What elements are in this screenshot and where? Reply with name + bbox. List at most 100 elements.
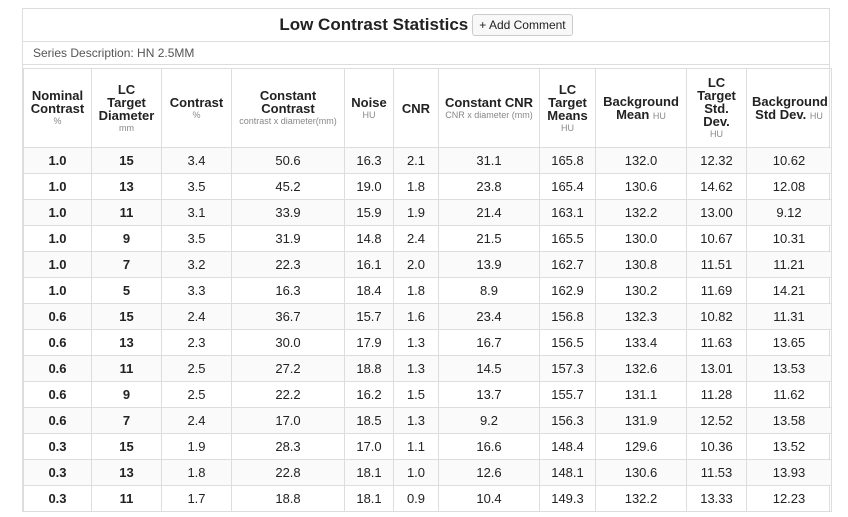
table-cell: 10.36	[686, 433, 747, 460]
column-label: Background Mean	[603, 93, 679, 122]
table-cell: 130.6	[595, 173, 687, 200]
column-label: CNR	[401, 100, 431, 116]
table-cell: 165.5	[539, 225, 596, 252]
table-cell: 12.32	[686, 147, 747, 174]
table-cell: 1.7	[161, 485, 232, 512]
table-cell: 14.5	[438, 355, 540, 382]
table-cell: 130.6	[595, 459, 687, 486]
table-cell: 3.3	[161, 277, 232, 304]
table-row: 0.6 7 2.4 17.0 18.5 1.3 9.2 156.3 131.9 12.52 13.5…	[23, 407, 832, 434]
column-unit: HU	[652, 110, 666, 121]
table-cell: 13.52	[746, 433, 832, 460]
table-cell: 13.53	[746, 355, 832, 382]
table-cell: 16.7	[438, 329, 540, 356]
table-row: 1.0 11 3.1 33.9 15.9 1.9 21.4 163.1 132.2 13.00 9.…	[23, 199, 832, 226]
column-unit: %	[53, 116, 62, 126]
table-cell: 15.9	[344, 199, 394, 226]
table-cell: 18.5	[344, 407, 394, 434]
statistics-table: Nominal Contrast% LC Target Diameter mm Con…	[23, 68, 832, 512]
table-cell: 18.8	[231, 485, 345, 512]
table-cell: 11.53	[686, 459, 747, 486]
table-cell: 155.7	[539, 381, 596, 408]
table-cell: 14.21	[746, 277, 832, 304]
column-header: Nominal Contrast%	[23, 68, 92, 148]
table-cell: 16.1	[344, 251, 394, 278]
table-cell: 14.62	[686, 173, 747, 200]
add-comment-button[interactable]: + Add Comment	[472, 14, 573, 36]
table-cell: 0.6	[23, 381, 92, 408]
table-cell: 2.4	[161, 407, 232, 434]
table-cell: 1.9	[161, 433, 232, 460]
table-cell: 15.7	[344, 303, 394, 330]
table-cell: 1.0	[23, 277, 92, 304]
table-cell: 13	[91, 329, 162, 356]
table-cell: 131.1	[595, 381, 687, 408]
table-cell: 0.3	[23, 459, 92, 486]
series-description: Series Description: HN 2.5MM	[23, 42, 829, 65]
table-body: 1.0 15 3.4 50.6 16.3 2.1 31.1 165.8 132.0 12.32 10…	[23, 147, 832, 512]
table-cell: 2.5	[161, 355, 232, 382]
table-cell: 3.5	[161, 225, 232, 252]
table-cell: 27.2	[231, 355, 345, 382]
table-cell: 1.9	[393, 199, 439, 226]
table-cell: 12.23	[746, 485, 832, 512]
table-cell: 3.1	[161, 199, 232, 226]
table-cell: 15	[91, 433, 162, 460]
table-cell: 18.4	[344, 277, 394, 304]
table-cell: 1.0	[23, 225, 92, 252]
table-cell: 10.4	[438, 485, 540, 512]
table-cell: 1.0	[23, 199, 92, 226]
table-cell: 130.8	[595, 251, 687, 278]
table-cell: 0.3	[23, 485, 92, 512]
table-row: 0.3 11 1.7 18.8 18.1 0.9 10.4 149.3 132.2 13.33 12…	[23, 485, 832, 512]
table-cell: 10.82	[686, 303, 747, 330]
table-cell: 16.2	[344, 381, 394, 408]
table-cell: 130.0	[595, 225, 687, 252]
column-header: Constant CNR CNR x diameter (mm)	[438, 68, 540, 148]
table-cell: 7	[91, 251, 162, 278]
table-cell: 12.6	[438, 459, 540, 486]
table-cell: 0.6	[23, 303, 92, 330]
table-cell: 0.9	[393, 485, 439, 512]
table-row: 0.6 15 2.4 36.7 15.7 1.6 23.4 156.8 132.3 10.82 11…	[23, 303, 832, 330]
table-cell: 22.8	[231, 459, 345, 486]
column-label: LC Target Std. Dev.	[697, 75, 736, 129]
table-cell: 0.6	[23, 329, 92, 356]
table-cell: 50.6	[231, 147, 345, 174]
table-cell: 156.8	[539, 303, 596, 330]
title-bar: Low Contrast Statistics + Add Comment	[23, 9, 829, 42]
table-cell: 17.9	[344, 329, 394, 356]
table-cell: 132.2	[595, 485, 687, 512]
column-header: CNR	[393, 68, 439, 148]
panel: Low Contrast Statistics + Add Comment Se…	[22, 8, 832, 512]
table-cell: 9.12	[746, 199, 832, 226]
table-cell: 132.2	[595, 199, 687, 226]
table-cell: 156.3	[539, 407, 596, 434]
table-cell: 162.9	[539, 277, 596, 304]
table-cell: 13.00	[686, 199, 747, 226]
table-cell: 19.0	[344, 173, 394, 200]
table-row: 0.6 9 2.5 22.2 16.2 1.5 13.7 155.7 131.1 11.28 11.…	[23, 381, 832, 408]
table-cell: 131.9	[595, 407, 687, 434]
column-label: Constant CNR	[444, 94, 534, 110]
table-cell: 13.33	[686, 485, 747, 512]
table-row: 1.0 13 3.5 45.2 19.0 1.8 23.8 165.4 130.6 14.62 12…	[23, 173, 832, 200]
table-cell: 133.4	[595, 329, 687, 356]
table-cell: 163.1	[539, 199, 596, 226]
table-cell: 15	[91, 303, 162, 330]
table-row: 1.0 9 3.5 31.9 14.8 2.4 21.5 165.5 130.0 10.67 10.…	[23, 225, 832, 252]
table-cell: 11.69	[686, 277, 747, 304]
table-cell: 13.01	[686, 355, 747, 382]
table-row: 0.3 15 1.9 28.3 17.0 1.1 16.6 148.4 129.6 10.36 13…	[23, 433, 832, 460]
table-cell: 129.6	[595, 433, 687, 460]
table-cell: 33.9	[231, 199, 345, 226]
column-label: Contrast	[169, 94, 224, 110]
table-cell: 17.0	[231, 407, 345, 434]
column-label: Background Std Dev.	[752, 93, 828, 122]
table-cell: 0.6	[23, 355, 92, 382]
table-cell: 157.3	[539, 355, 596, 382]
table-cell: 132.3	[595, 303, 687, 330]
column-unit: HU	[561, 122, 574, 133]
table-cell: 21.4	[438, 199, 540, 226]
